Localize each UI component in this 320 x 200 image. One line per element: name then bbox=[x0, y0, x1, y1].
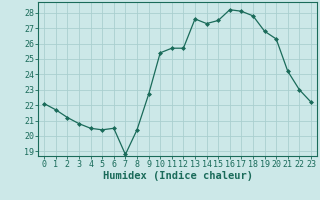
X-axis label: Humidex (Indice chaleur): Humidex (Indice chaleur) bbox=[103, 171, 252, 181]
